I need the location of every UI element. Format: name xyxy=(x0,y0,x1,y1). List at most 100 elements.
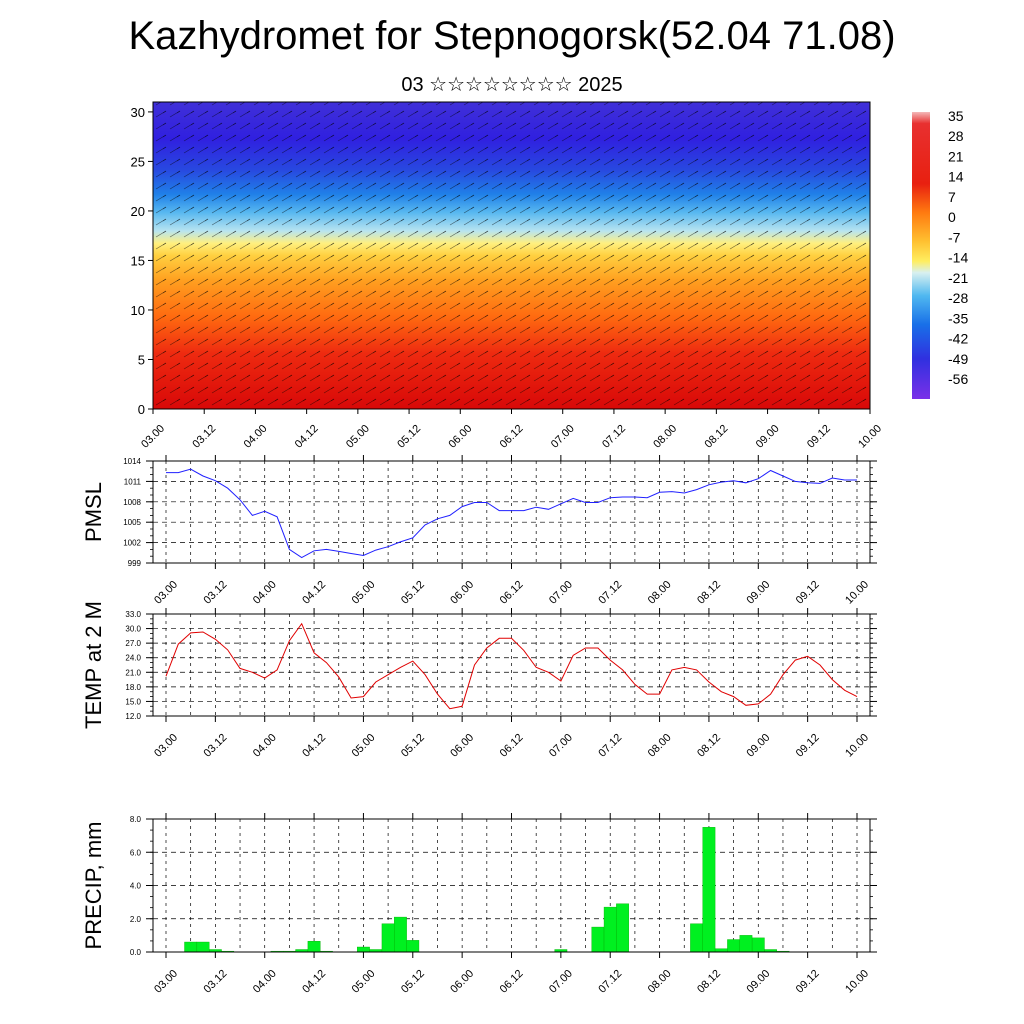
x-tick-label: 04.00 xyxy=(242,423,270,451)
y-tick-label: 2.0 xyxy=(130,915,142,924)
x-tick-label: 03.00 xyxy=(152,579,180,607)
x-tick-label: 10.00 xyxy=(843,732,871,760)
y-tick-label: 12.0 xyxy=(125,712,141,721)
colorbar-label: -28 xyxy=(948,290,968,306)
x-tick-label: 07.12 xyxy=(596,579,624,607)
precip-bar xyxy=(616,903,629,953)
x-tick-label: 05.00 xyxy=(350,579,378,607)
x-tick-label: 06.00 xyxy=(448,579,476,607)
y-tick-label: 6.0 xyxy=(130,848,142,857)
y-tick-label: 33.0 xyxy=(125,610,141,619)
colorbar-label: 7 xyxy=(948,189,956,205)
x-tick-label: 04.12 xyxy=(300,968,328,996)
y-tick-label: 5 xyxy=(138,352,145,367)
y-tick-label: 999 xyxy=(128,559,142,568)
x-tick-label: 04.00 xyxy=(251,968,279,996)
y-tick-label: 4.0 xyxy=(130,882,142,891)
colorbar-label: 0 xyxy=(948,209,956,225)
y-tick-label: 10 xyxy=(131,303,145,318)
x-tick-label: 04.12 xyxy=(300,579,328,607)
x-tick-label: 08.12 xyxy=(695,732,723,760)
x-tick-label: 03.12 xyxy=(202,579,230,607)
x-tick-label: 08.00 xyxy=(646,732,674,760)
x-tick-label: 03.00 xyxy=(152,732,180,760)
x-tick-label: 09.00 xyxy=(744,579,772,607)
x-tick-label: 07.00 xyxy=(547,732,575,760)
colorbar-label: -7 xyxy=(948,229,961,245)
y-tick-label: 15 xyxy=(131,253,145,268)
precip-bar xyxy=(406,940,420,953)
y-tick-label: 8.0 xyxy=(130,815,142,824)
x-tick-label: 08.12 xyxy=(703,423,731,451)
x-tick-label: 07.00 xyxy=(547,968,575,996)
y-tick-label: 1002 xyxy=(123,539,141,548)
series-line xyxy=(166,468,857,559)
y-axis: 33.0 30.0 27.0 24.0 21.0 18.0 15.0 12.0 xyxy=(125,610,877,721)
precip-bar xyxy=(196,941,210,953)
x-tick-label: 05.00 xyxy=(350,968,378,996)
x-tick-label: 07.00 xyxy=(549,423,577,451)
x-tick-label: 06.00 xyxy=(446,423,474,451)
x-tick-label: 08.00 xyxy=(646,579,674,607)
x-tick-label: 10.00 xyxy=(856,423,884,451)
x-tick-label: 04.00 xyxy=(251,579,279,607)
y-axis-label: PRECIP, mm xyxy=(81,822,106,950)
y-tick-label: 1008 xyxy=(123,498,141,507)
x-tick-label: 05.12 xyxy=(399,579,427,607)
x-tick-label: 08.00 xyxy=(646,968,674,996)
colorbar-label: -35 xyxy=(948,310,968,326)
wind-vector-field xyxy=(153,102,870,409)
y-axis: 1014 1011 1008 1005 1002 999 xyxy=(123,457,877,568)
precip-bar xyxy=(307,940,321,953)
cross-section-y-axis: 0 5 10 15 20 25 30 xyxy=(131,105,153,417)
temperature-cross-section xyxy=(152,101,871,410)
x-tick-label: 09.12 xyxy=(794,579,822,607)
x-tick-label: 04.12 xyxy=(300,732,328,760)
colorbar-label: -14 xyxy=(948,250,968,266)
y-tick-label: 24.0 xyxy=(125,654,141,663)
x-tick-label: 07.00 xyxy=(547,579,575,607)
y-tick-label: 15.0 xyxy=(125,697,141,706)
colorbar-label: 14 xyxy=(948,169,964,185)
x-tick-label: 09.00 xyxy=(744,968,772,996)
colorbar-label: 35 xyxy=(948,108,964,124)
x-tick-label: 09.12 xyxy=(805,423,833,451)
y-tick-label: 30 xyxy=(131,105,145,120)
y-axis-label: TEMP at 2 M xyxy=(81,601,106,729)
y-axis-label: PMSL xyxy=(81,482,106,542)
y-tick-label: 0.0 xyxy=(130,948,142,957)
colorbar-label: -49 xyxy=(948,351,968,367)
y-tick-label: 1014 xyxy=(123,457,141,466)
precip-bar xyxy=(751,937,765,953)
y-tick-label: 1005 xyxy=(123,518,141,527)
x-tick-label: 03.12 xyxy=(202,968,230,996)
x-tick-label: 03.12 xyxy=(202,732,230,760)
y-tick-label: 30.0 xyxy=(125,625,141,634)
chart-subtitle: 03 ☆☆☆☆☆☆☆☆ 2025 xyxy=(401,74,623,96)
precip-bar xyxy=(690,923,703,953)
precip-panel: 8.0 6.0 4.0 2.0 0.0 03.00 03.12 04.00 04.12 05.00… xyxy=(81,813,877,996)
x-tick-label: 04.00 xyxy=(251,732,279,760)
colorbar-label: -56 xyxy=(948,371,968,387)
precip-bar xyxy=(591,926,605,953)
x-tick-label: 07.12 xyxy=(600,423,628,451)
x-tick-label: 07.12 xyxy=(596,732,624,760)
x-tick-label: 09.00 xyxy=(744,732,772,760)
x-tick-label: 09.00 xyxy=(754,423,782,451)
x-tick-label: 05.00 xyxy=(350,732,378,760)
precip-bar xyxy=(381,923,395,953)
colorbar-label: 21 xyxy=(948,148,964,164)
x-tick-label: 05.00 xyxy=(344,423,372,451)
x-tick-label: 08.12 xyxy=(695,579,723,607)
x-tick-label: 04.12 xyxy=(293,423,321,451)
precip-bar xyxy=(357,946,370,953)
precip-bar xyxy=(394,916,407,953)
x-tick-label: 05.12 xyxy=(399,968,427,996)
y-tick-label: 27.0 xyxy=(125,639,141,648)
cross-section-x-axis: 03.00 03.12 04.00 04.12 05.00 05.12 06.00 06.12… xyxy=(139,409,884,451)
x-tick-label: 06.12 xyxy=(498,423,526,451)
y-tick-label: 20 xyxy=(131,204,145,219)
colorbar xyxy=(912,112,930,399)
x-tick-label: 06.12 xyxy=(498,579,526,607)
x-tick-label: 06.00 xyxy=(448,732,476,760)
